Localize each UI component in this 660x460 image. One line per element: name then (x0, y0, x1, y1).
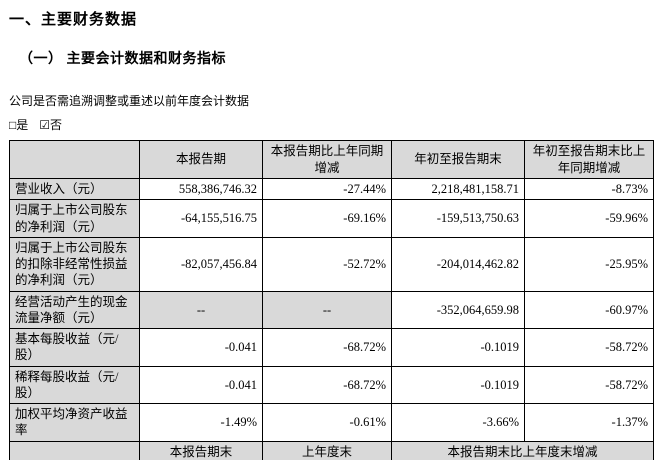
metric-label: 营业收入（元） (9, 177, 140, 201)
col-header-current-period: 本报告期 (139, 140, 263, 179)
col-header-ytd-yoy-change: 年初至报告期末比上年同期增减 (524, 140, 654, 179)
col-header-prior-year-end: 上年度末 (262, 440, 392, 460)
metric-value: -82,057,456.84 (139, 236, 263, 292)
metric-value: -0.1019 (391, 328, 525, 367)
metric-value: -159,513,750.63 (391, 199, 525, 238)
metric-value: -52.72% (262, 236, 392, 292)
metric-value: -27.44% (262, 177, 392, 201)
metric-value: -3.66% (391, 403, 525, 442)
metric-value: -68.72% (262, 365, 392, 404)
header-empty-cell (9, 440, 140, 460)
col-header-period-yoy-change: 本报告期比上年同期增减 (262, 140, 392, 179)
metric-value: -1.49% (139, 403, 263, 442)
metric-label: 归属于上市公司股东的扣除非经常性损益的净利润（元） (9, 236, 140, 292)
table-row-diluted-eps: 稀释每股收益（元/股） -0.041 -68.72% -0.1019 -58.7… (9, 365, 654, 404)
metric-value: -59.96% (524, 199, 654, 238)
metric-value: -58.72% (524, 365, 654, 404)
table-row-basic-eps: 基本每股收益（元/股） -0.041 -68.72% -0.1019 -58.7… (9, 328, 654, 367)
metric-label: 基本每股收益（元/股） (9, 328, 140, 367)
metric-value: -0.041 (139, 365, 263, 404)
metric-value: -1.37% (524, 403, 654, 442)
table2-header-row: 本报告期末 上年度末 本报告期末比上年度末增减 (9, 440, 654, 460)
metric-value: 2,218,481,158.71 (391, 177, 525, 201)
metric-value: -60.97% (524, 290, 654, 329)
metric-value: -0.61% (262, 403, 392, 442)
col-header-period-end-change: 本报告期末比上年度末增减 (391, 440, 654, 460)
subsection-title: （一） 主要会计数据和财务指标 (19, 52, 226, 67)
metric-value: -69.16% (262, 199, 392, 238)
metric-label: 加权平均净资产收益率 (9, 403, 140, 442)
col-header-ytd: 年初至报告期末 (391, 140, 525, 179)
metric-label: 稀释每股收益（元/股） (9, 365, 140, 404)
metric-value: -64,155,516.75 (139, 199, 263, 238)
metric-value-na: -- (139, 290, 263, 329)
metric-value: -0.041 (139, 328, 263, 367)
metric-value: -204,014,462.82 (391, 236, 525, 292)
restatement-note: 公司是否需追溯调整或重述以前年度会计数据 (9, 94, 250, 108)
col-header-period-end: 本报告期末 (139, 440, 263, 460)
metric-value: -58.72% (524, 328, 654, 367)
metric-value: 558,386,746.32 (139, 177, 263, 201)
table-row-net-profit: 归属于上市公司股东的净利润（元） -64,155,516.75 -69.16% … (9, 199, 654, 238)
metric-label: 经营活动产生的现金流量净额（元） (9, 290, 140, 329)
metric-value: -8.73% (524, 177, 654, 201)
table-row-operating-cash-flow: 经营活动产生的现金流量净额（元） -- -- -352,064,659.98 -… (9, 290, 654, 329)
financial-summary-table: 本报告期 本报告期比上年同期增减 年初至报告期末 年初至报告期末比上年同期增减 … (9, 140, 654, 460)
checkbox-row: □是 ☑否 (9, 116, 653, 133)
checkbox-no: ☑否 (39, 118, 63, 132)
metric-value: -25.95% (524, 236, 654, 292)
table-row-weighted-avg-roe: 加权平均净资产收益率 -1.49% -0.61% -3.66% -1.37% (9, 403, 654, 442)
metric-label: 归属于上市公司股东的净利润（元） (9, 199, 140, 238)
metric-value: -68.72% (262, 328, 392, 367)
header-empty-cell (9, 140, 140, 179)
checkbox-yes: □是 (9, 118, 29, 132)
metric-value: -0.1019 (391, 365, 525, 404)
table1-header-row: 本报告期 本报告期比上年同期增减 年初至报告期末 年初至报告期末比上年同期增减 (9, 140, 654, 179)
table-row-revenue: 营业收入（元） 558,386,746.32 -27.44% 2,218,481… (9, 177, 654, 201)
metric-value-na: -- (262, 290, 392, 329)
table-row-net-profit-excl-nonrecurring: 归属于上市公司股东的扣除非经常性损益的净利润（元） -82,057,456.84… (9, 236, 654, 292)
section-title: 一、主要财务数据 (9, 12, 138, 28)
metric-value: -352,064,659.98 (391, 290, 525, 329)
